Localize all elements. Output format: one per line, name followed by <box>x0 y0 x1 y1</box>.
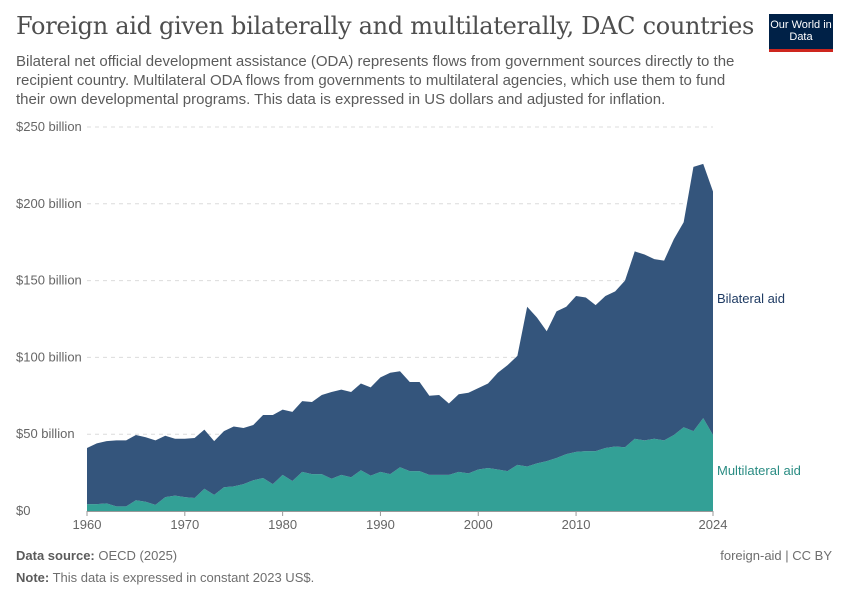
chart-title: Foreign aid given bilaterally and multil… <box>16 12 754 40</box>
license[interactable]: foreign-aid | CC BY <box>720 548 832 563</box>
note-label: Note: <box>16 570 50 585</box>
owid-logo[interactable]: Our World in Data <box>769 14 833 52</box>
x-tick-label: 1980 <box>268 517 297 532</box>
series-label: Bilateral aid <box>717 291 785 306</box>
y-tick-label: $0 <box>16 503 30 518</box>
source-link[interactable]: OECD (2025) <box>98 548 178 563</box>
y-tick-label: $150 billion <box>16 273 82 288</box>
x-tick-label: 2024 <box>699 517 728 532</box>
area-bilateral-aid <box>87 163 713 507</box>
x-tick-label: 1970 <box>170 517 199 532</box>
y-tick-label: $200 billion <box>16 196 82 211</box>
logo-text: Our World in Data <box>770 19 832 43</box>
y-tick-label: $50 billion <box>16 426 75 441</box>
note-text: This data is expressed in constant 2023 … <box>52 570 315 585</box>
x-tick-label: 1990 <box>366 517 395 532</box>
data-source: Data source: OECD (2025) <box>16 548 177 563</box>
x-tick-label: 2010 <box>562 517 591 532</box>
area-multilateral-aid <box>87 418 713 511</box>
note: Note: This data is expressed in constant… <box>16 570 314 585</box>
chart-subtitle: Bilateral net official development assis… <box>16 53 735 108</box>
series-label: Multilateral aid <box>717 463 801 478</box>
x-tick-label: 1960 <box>73 517 102 532</box>
y-tick-label: $100 billion <box>16 349 82 364</box>
x-tick-label: 2000 <box>464 517 493 532</box>
y-tick-label: $250 billion <box>16 119 82 134</box>
source-label: Data source: <box>16 548 95 563</box>
